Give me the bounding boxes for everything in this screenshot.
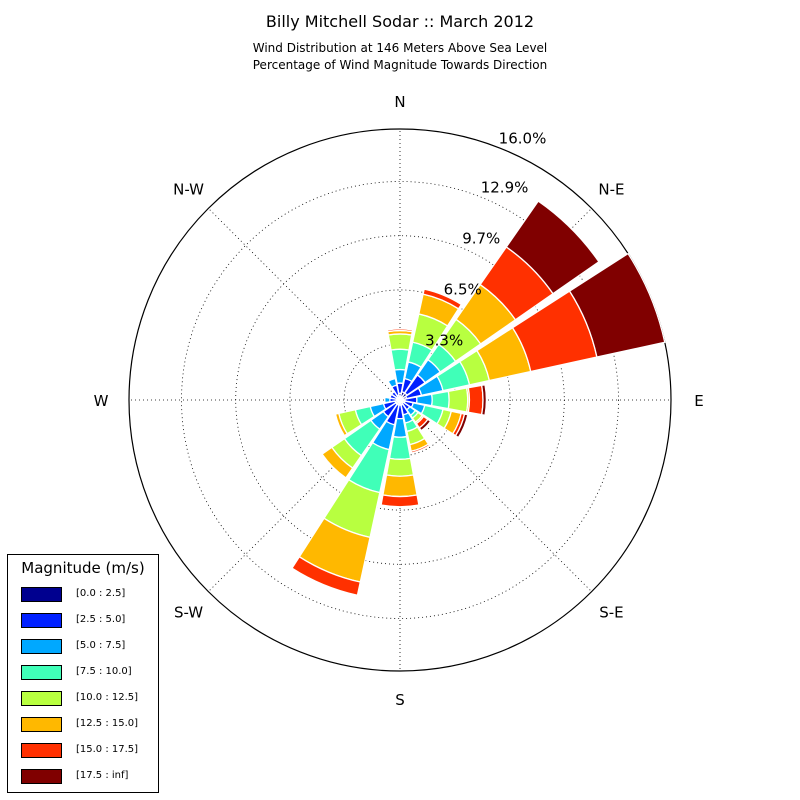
legend-label: [12.5 : 15.0] bbox=[76, 718, 139, 729]
wind-bar-4-3 bbox=[430, 390, 450, 410]
wind-bar-4-6 bbox=[467, 384, 484, 416]
legend-swatch bbox=[21, 587, 62, 602]
legend-label: [2.5 : 5.0] bbox=[76, 614, 126, 625]
wind-bar-15-2 bbox=[387, 377, 398, 389]
angular-grid-line-s-e bbox=[399, 399, 592, 592]
radial-tick-label-2: 9.7% bbox=[462, 230, 500, 248]
legend-title: Magnitude (m/s) bbox=[21, 559, 145, 577]
legend-label: [17.5 : inf] bbox=[76, 770, 129, 781]
legend-label: [5.0 : 7.5] bbox=[76, 640, 126, 651]
wind-bar-0-4 bbox=[387, 333, 413, 351]
wind-bar-2-7 bbox=[505, 200, 600, 295]
wind-bar-11-5 bbox=[334, 412, 349, 437]
radial-tick-label-4: 16.0% bbox=[499, 129, 547, 147]
chart-subtitle-line2: Percentage of Wind Magnitude Towards Dir… bbox=[252, 58, 548, 72]
legend-label: [10.0 : 12.5] bbox=[76, 692, 139, 703]
legend-swatch bbox=[21, 743, 62, 758]
direction-label-w: W bbox=[94, 392, 109, 410]
legend-swatch bbox=[21, 613, 62, 628]
wind-bar-8-5 bbox=[382, 474, 418, 498]
chart-title: Billy Mitchell Sodar :: March 2012 bbox=[265, 12, 535, 31]
legend-swatch bbox=[21, 691, 62, 706]
legend-label: [0.0 : 2.5] bbox=[76, 588, 126, 599]
wind-bar-9-6 bbox=[291, 555, 362, 597]
wind-bar-8-4 bbox=[385, 457, 415, 477]
wind-bar-0-6 bbox=[386, 328, 414, 333]
wind-bar-4-4 bbox=[447, 387, 469, 413]
wind-bar-10-5 bbox=[321, 446, 354, 479]
direction-label-n-w: N-W bbox=[173, 181, 204, 199]
chart-subtitle-line1: Wind Distribution at 146 Meters Above Se… bbox=[252, 41, 548, 55]
wind-bar-3-7 bbox=[568, 252, 666, 358]
wind-bar-7-6 bbox=[410, 443, 431, 454]
wind-bar-8-6 bbox=[380, 494, 420, 508]
radial-tick-label-3: 12.9% bbox=[481, 179, 529, 197]
radial-grid-circle-1 bbox=[289, 289, 511, 511]
polar-outer-circle bbox=[128, 128, 672, 672]
radial-grid-circle-3 bbox=[181, 181, 619, 619]
wind-bar-6-7 bbox=[418, 418, 432, 432]
legend-swatch bbox=[21, 769, 62, 784]
direction-label-s-w: S-W bbox=[174, 603, 203, 621]
direction-label-n-e: N-E bbox=[598, 181, 624, 199]
direction-label-n: N bbox=[394, 93, 405, 111]
direction-label-s: S bbox=[395, 691, 405, 709]
radial-tick-label-0: 3.3% bbox=[425, 331, 463, 349]
wind-bar-1-6 bbox=[422, 288, 463, 310]
radial-tick-label-1: 6.5% bbox=[444, 281, 482, 299]
legend-swatch bbox=[21, 717, 62, 732]
legend-label: [15.0 : 17.5] bbox=[76, 744, 139, 755]
angular-grid-line-n-w bbox=[208, 208, 401, 401]
wind-bar-8-3 bbox=[388, 435, 412, 460]
wind-bar-0-3 bbox=[390, 348, 410, 371]
direction-label-e: E bbox=[694, 392, 703, 410]
wind-bar-12-2 bbox=[384, 396, 391, 404]
direction-label-s-e: S-E bbox=[599, 603, 623, 621]
legend-swatch bbox=[21, 665, 62, 680]
wind-bar-4-7 bbox=[480, 383, 488, 417]
legend: Magnitude (m/s) [0.0 : 2.5] [2.5 : 5.0] [5… bbox=[7, 554, 159, 793]
wind-bar-5-7 bbox=[454, 413, 469, 439]
legend-swatch bbox=[21, 639, 62, 654]
legend-label: [7.5 : 10.0] bbox=[76, 666, 132, 677]
